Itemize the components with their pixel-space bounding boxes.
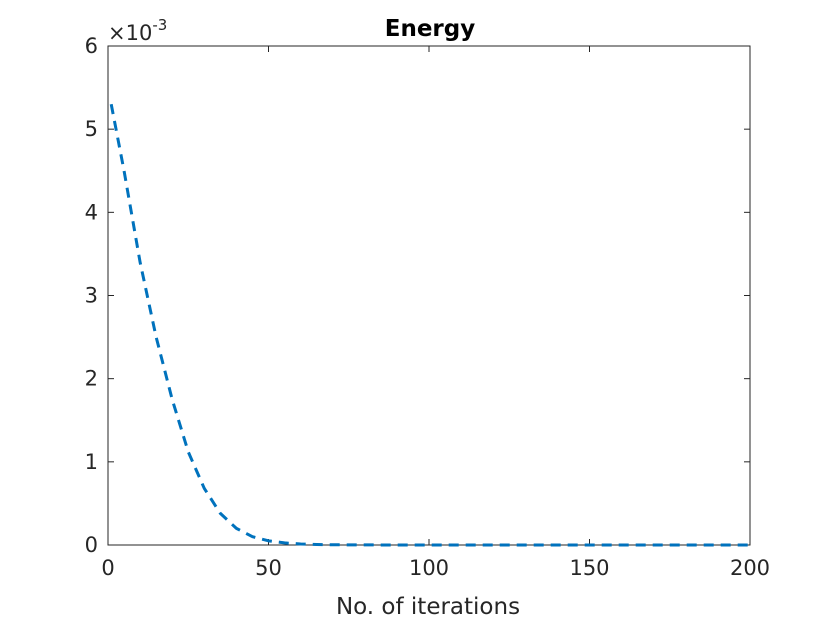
y-axis-multiplier-exponent: -3 — [152, 16, 167, 34]
x-axis-title: No. of iterations — [336, 594, 520, 620]
ticks: 0 50 100 150 200 0 1 2 3 4 5 6 — [85, 34, 770, 580]
x-tick-label: 0 — [101, 556, 114, 580]
chart-title: Energy — [385, 16, 475, 42]
axes-box — [107, 45, 751, 546]
y-tick-label: 1 — [85, 450, 98, 474]
y-tick-label: 4 — [85, 200, 98, 224]
x-tick-label: 200 — [730, 556, 770, 580]
y-tick-label: 3 — [85, 284, 98, 308]
energy-series-line — [109, 103, 750, 547]
y-tick-label: 2 — [85, 367, 98, 391]
plot-area — [109, 103, 750, 547]
x-tick-label: 150 — [569, 556, 609, 580]
x-tick-label: 50 — [255, 556, 282, 580]
y-axis-multiplier-base: ×10 — [108, 21, 152, 45]
y-tick-label: 0 — [85, 533, 98, 557]
x-tick-label: 100 — [409, 556, 449, 580]
y-tick-label: 5 — [85, 117, 98, 141]
y-tick-label: 6 — [85, 34, 98, 58]
axes-frame — [107, 45, 751, 546]
y-axis-multiplier: ×10-3 — [108, 16, 167, 45]
